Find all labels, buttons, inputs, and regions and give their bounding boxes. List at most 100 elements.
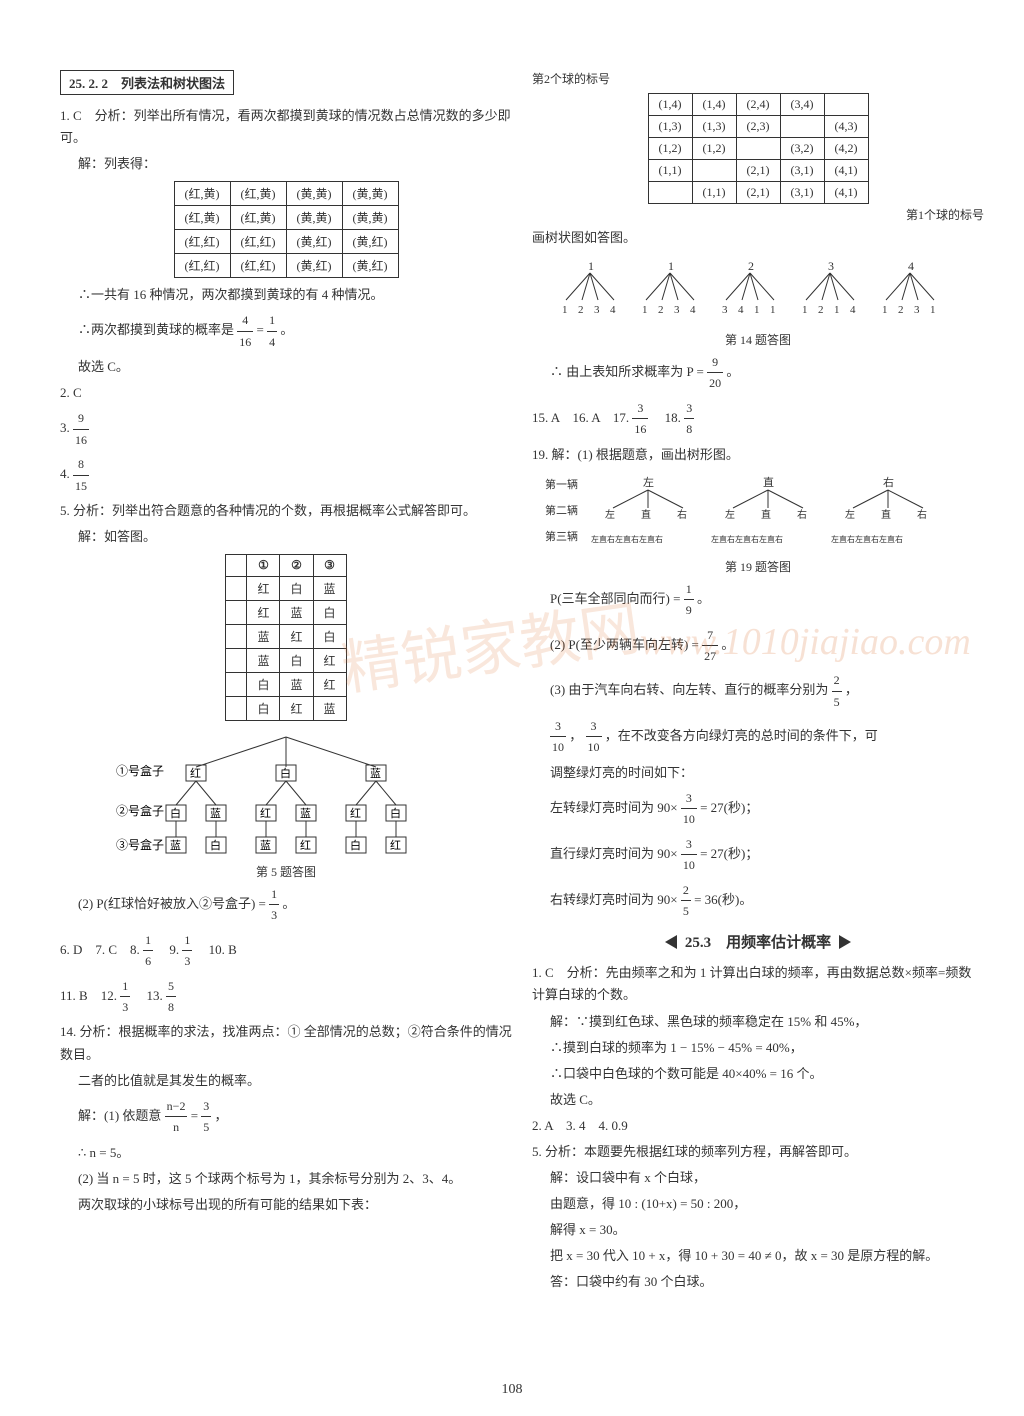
svg-text:直: 直 — [763, 475, 774, 489]
fraction: 920 — [707, 352, 723, 394]
q19-3c: 调整绿灯亮的时间如下： — [532, 762, 984, 784]
svg-text:1: 1 — [642, 304, 648, 316]
section-25-2-2-title: 25. 2. 2 列表法和树状图法 — [60, 70, 234, 95]
fraction: 19 — [684, 579, 694, 621]
svg-text:直: 直 — [761, 508, 771, 521]
svg-text:3: 3 — [914, 304, 920, 316]
table-row: 蓝白红 — [226, 649, 346, 673]
q19-tree-diagram: 第一辆第二辆第三辆 左直右 左直右 左直右 左直右 左直右左直右左直右 左直右左… — [543, 472, 973, 552]
s2-q5-j1: 解：设口袋中有 x 个白球， — [532, 1167, 984, 1189]
svg-text:白: 白 — [210, 838, 221, 852]
s2-q1-j2: ∴摸到白球的频率为 1 − 15% − 45% = 40%， — [532, 1037, 984, 1059]
q1-jie: 解：列表得： — [60, 153, 512, 175]
fraction: 815 — [73, 454, 89, 496]
q14-analysis: 14. 分析：根据概率的求法，找准两点：① 全部情况的总数；②符合条件的情况数目… — [60, 1021, 512, 1065]
svg-text:白: 白 — [350, 838, 361, 852]
text: (3) 由于汽车向右转、向左转、直行的概率分别为 — [550, 682, 832, 697]
fraction: 310 — [586, 716, 602, 758]
svg-text:1: 1 — [668, 259, 674, 273]
q5-caption: 第 5 题答图 — [60, 863, 512, 880]
table-row: (1,3)(1,3)(2,3)(4,3) — [648, 116, 868, 138]
q14-n: ∴ n = 5。 — [60, 1142, 512, 1164]
svg-text:2: 2 — [748, 259, 754, 273]
q14-tree-diagram: 11234 1234 1234 3411 1214 1231 — [548, 255, 968, 325]
fraction: 310 — [550, 716, 566, 758]
table-row: 蓝红白 — [226, 625, 346, 649]
triangle-right-icon — [839, 935, 851, 949]
text: P(三车全部同向而行) = — [550, 591, 684, 606]
svg-text:4: 4 — [850, 304, 856, 316]
fraction: 13 — [182, 930, 192, 972]
text: 。 — [721, 636, 734, 651]
s2-q5-an: 5. 分析：本题要先根据红球的频率列方程，再解答即可。 — [532, 1141, 984, 1163]
s2-q1: 1. C 分析：先由频率之和为 1 计算出白球的频率，再由数据总数×频率=频数计… — [532, 962, 984, 1006]
svg-text:4: 4 — [738, 304, 744, 316]
fraction: 16 — [143, 930, 153, 972]
text: = — [257, 322, 268, 337]
text: ， — [215, 1108, 228, 1123]
svg-text:左直右左直右左直右: 左直右左直右左直右 — [711, 534, 783, 544]
svg-text:1: 1 — [588, 259, 594, 273]
text: 11. B 12. — [60, 988, 120, 1003]
fraction: 727 — [702, 625, 718, 667]
svg-text:2: 2 — [578, 304, 584, 316]
text: 4. — [60, 466, 73, 481]
table-row: (红,红)(红,红)(黄,红)(黄,红) — [174, 254, 398, 278]
text: 13. — [133, 988, 166, 1003]
table-row: (1,1)(2,1)(3,1)(4,1) — [648, 160, 868, 182]
text: 左转绿灯亮时间为 90× — [550, 800, 678, 815]
svg-text:左: 左 — [725, 508, 735, 521]
text: = — [191, 1108, 202, 1123]
text: 9. — [156, 942, 182, 957]
q19-intro: 19. 解：(1) 根据题意，画出树形图。 — [532, 444, 984, 466]
svg-text:3: 3 — [594, 304, 600, 316]
svg-text:红: 红 — [350, 807, 361, 820]
s2-q5-j4: 把 x = 30 代入 10 + x，得 10 + 30 = 40 ≠ 0，故 … — [532, 1245, 984, 1267]
text: 直行绿灯亮时间为 90× — [550, 846, 678, 861]
s2-q1-j3: ∴口袋中白色球的个数可能是 40×40% = 16 个。 — [532, 1063, 984, 1085]
table-row: (1,2)(1,2)(3,2)(4,2) — [648, 138, 868, 160]
svg-text:②号盒子: ②号盒子 — [116, 803, 164, 818]
text: (2) P(至少两辆车向左转) = — [550, 636, 702, 651]
q19-3d: 左转绿灯亮时间为 90× 310 = 27(秒)； — [532, 788, 984, 830]
svg-text:第三辆: 第三辆 — [545, 529, 578, 543]
text: 15. A 16. A 17. — [532, 410, 632, 425]
svg-text:左: 左 — [605, 508, 615, 521]
text: ∴两次都摸到黄球的概率是 — [78, 322, 237, 337]
svg-text:白: 白 — [390, 806, 401, 820]
q19-3a: (3) 由于汽车向右转、向左转、直行的概率分别为 25 ， — [532, 670, 984, 712]
table-row: 红白蓝 — [226, 577, 346, 601]
tree-intro: 画树状图如答图。 — [532, 227, 984, 249]
q14-jie1: 解：(1) 依题意 n−2n = 35 ， — [60, 1096, 512, 1138]
svg-text:3: 3 — [722, 304, 728, 316]
q14-2b: 两次取球的小球标号出现的所有可能的结果如下表： — [60, 1194, 512, 1216]
text: 。 — [726, 364, 739, 379]
svg-text:右: 右 — [677, 508, 687, 521]
svg-text:1: 1 — [930, 304, 936, 316]
q1-conc2: ∴两次都摸到黄球的概率是 416 = 14 。 — [60, 310, 512, 352]
q19-p2: (2) P(至少两辆车向左转) = 727 。 — [532, 625, 984, 667]
s2-q5-j3: 解得 x = 30。 — [532, 1219, 984, 1241]
text: 。 — [697, 591, 710, 606]
page: 25. 2. 2 列表法和树状图法 1. C 分析：列举出所有情况，看两次都摸到… — [0, 0, 1024, 1328]
svg-text:1: 1 — [770, 304, 776, 316]
q14-conc: ∴ 由上表知所求概率为 P = 920 。 — [532, 352, 984, 394]
svg-text:1: 1 — [754, 304, 760, 316]
svg-text:第二辆: 第二辆 — [545, 503, 578, 517]
fraction: 13 — [269, 884, 279, 926]
s2-q5-j2: 由题意，得 10 : (10+x) = 50 : 200， — [532, 1193, 984, 1215]
svg-text:③号盒子: ③号盒子 — [116, 837, 164, 852]
svg-text:3: 3 — [674, 304, 680, 316]
q3: 3. 916 — [60, 408, 512, 450]
q1-table: (红,黄)(红,黄)(黄,黄)(黄,黄) (红,黄)(红,黄)(黄,黄)(黄,黄… — [174, 181, 399, 278]
svg-text:4: 4 — [610, 304, 616, 316]
text: ∴ 由上表知所求概率为 P = — [550, 364, 707, 379]
text: (2) P(红球恰好被放入②号盒子) = — [78, 896, 269, 911]
q1-gu: 故选 C。 — [60, 356, 512, 378]
svg-text:右: 右 — [797, 508, 807, 521]
svg-text:红: 红 — [190, 767, 201, 780]
text: 10. B — [196, 942, 237, 957]
svg-text:白: 白 — [280, 766, 291, 780]
fraction: 310 — [681, 788, 697, 830]
s2-q1-j1: 解：∵摸到红色球、黑色球的频率稳定在 15% 和 45%， — [532, 1011, 984, 1033]
